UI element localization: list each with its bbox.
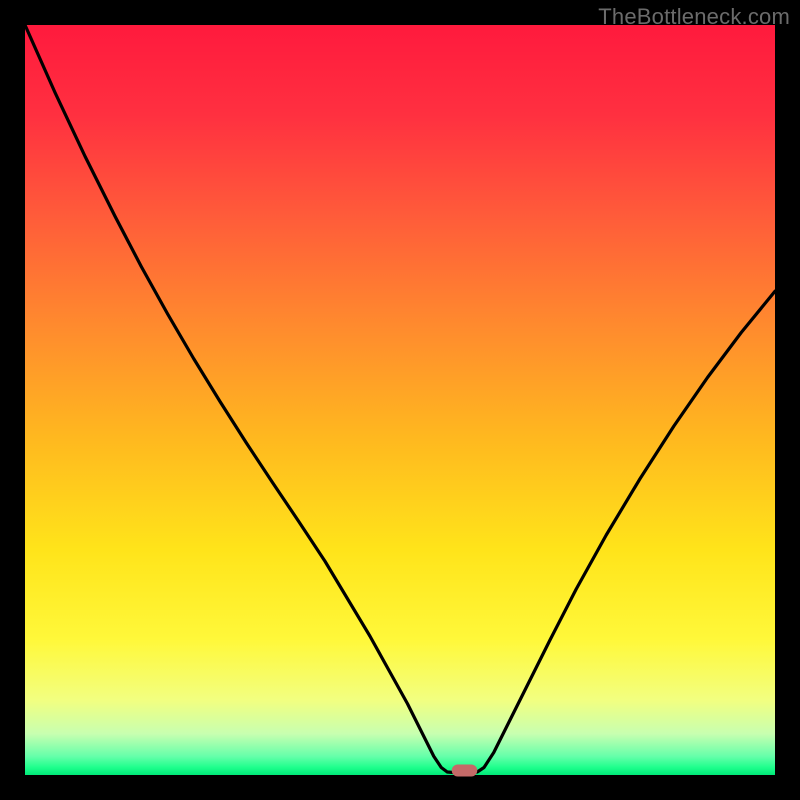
watermark-text: TheBottleneck.com [598, 4, 790, 30]
bottleneck-chart [0, 0, 800, 800]
optimal-point-marker [452, 765, 478, 777]
chart-container: TheBottleneck.com [0, 0, 800, 800]
chart-gradient-background [25, 25, 775, 775]
